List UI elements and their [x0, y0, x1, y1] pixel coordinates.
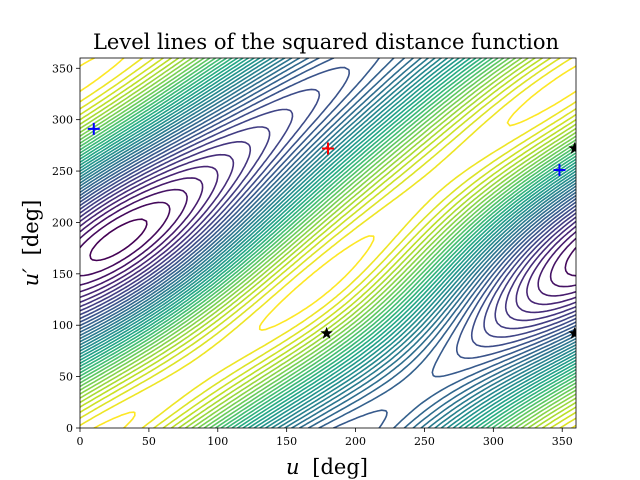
y-axis-label-unit: [deg]: [19, 200, 43, 256]
y-tick-label: 300: [52, 114, 73, 127]
contour-level: [80, 58, 576, 428]
contour-level: [80, 58, 576, 428]
y-tick-label: 50: [59, 371, 73, 384]
marker-minimum: [568, 326, 576, 339]
y-axis-label: u′ [deg]: [19, 200, 43, 287]
contour-level: [80, 58, 576, 428]
marker-minimum: [320, 326, 333, 339]
contour-level: [80, 177, 576, 297]
x-tick-label: 250: [414, 435, 435, 448]
x-tick-label: 300: [483, 435, 504, 448]
contour-lines: [80, 58, 576, 428]
contour-level: [80, 58, 576, 428]
x-tick-label: 100: [207, 435, 228, 448]
y-axis-ticks: 0 50 100 150 200 250 300 350: [52, 62, 80, 435]
x-tick-label: 50: [142, 435, 156, 448]
contour-level: [80, 58, 576, 428]
contour-level: [80, 58, 576, 428]
x-tick-label: 200: [345, 435, 366, 448]
contour-level: [80, 58, 576, 428]
marker-saddle: [87, 122, 100, 135]
contour-level: [80, 58, 576, 428]
y-tick-label: 150: [52, 268, 73, 281]
contour-level: [80, 140, 576, 322]
contour-level: [80, 58, 576, 428]
x-tick-label: 0: [77, 435, 84, 448]
contour-level: [80, 201, 576, 277]
contour-level: [80, 58, 576, 428]
contour-level: [80, 58, 576, 428]
marker-saddle: [553, 164, 566, 177]
contour-level: [80, 58, 576, 428]
contour-level: [80, 58, 576, 428]
y-tick-label: 100: [52, 319, 73, 332]
y-tick-label: 200: [52, 216, 73, 229]
marker-minimum: [568, 141, 576, 154]
contour-level: [80, 88, 576, 348]
plot-frame: [79, 57, 577, 429]
contour-level: [80, 66, 576, 359]
x-axis-ticks: 0 50 100 150 200 250 300 350: [77, 428, 573, 448]
contour-level: [80, 58, 576, 428]
y-tick-label: 250: [52, 165, 73, 178]
critical-point-markers: [87, 122, 576, 339]
contour-level: [80, 108, 576, 338]
contour-level: [80, 58, 576, 428]
x-tick-label: 150: [276, 435, 297, 448]
x-tick-label: 350: [552, 435, 573, 448]
contour-level: [80, 153, 576, 314]
contour-level: [89, 218, 148, 262]
contour-level: [80, 58, 576, 428]
contour-level: [80, 58, 576, 428]
contour-level: [80, 165, 576, 306]
contour-level: [80, 126, 576, 330]
y-axis-label-var: u′: [19, 268, 43, 287]
contour-level: [80, 188, 576, 288]
x-axis-label-unit: [deg]: [312, 455, 368, 479]
contour-level: [80, 58, 576, 428]
x-axis-label: u [deg]: [286, 455, 368, 479]
y-tick-label: 0: [66, 422, 73, 435]
contour-level: [80, 58, 576, 428]
contour-level: [80, 58, 576, 428]
y-tick-label: 350: [52, 62, 73, 75]
marker-maximum: [322, 142, 334, 155]
x-axis-label-var: u: [286, 455, 300, 479]
chart-title: Level lines of the squared distance func…: [93, 30, 559, 54]
